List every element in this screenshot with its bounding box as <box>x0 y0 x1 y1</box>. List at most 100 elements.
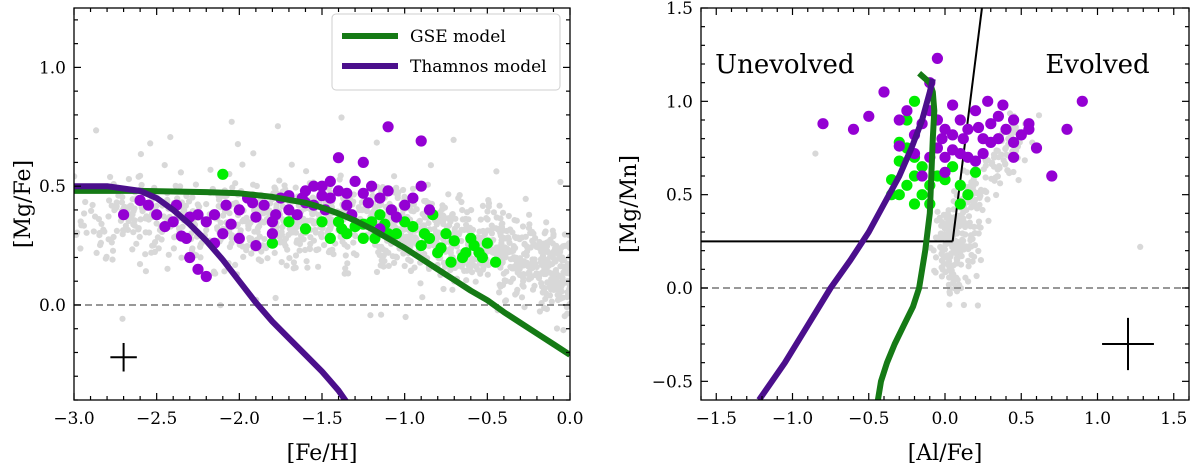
thamnos-star-point <box>382 185 394 197</box>
gse-star-point <box>962 189 974 201</box>
y-axis-title: [Mg/Fe] <box>11 160 36 248</box>
background-star-point <box>479 266 486 273</box>
background-star-point <box>385 249 392 256</box>
background-star-point <box>509 275 517 282</box>
background-star-point <box>113 199 120 206</box>
background-star-point <box>146 229 153 236</box>
background-star-point <box>521 240 528 247</box>
y-tick-label: 1.5 <box>666 0 693 19</box>
background-star-point <box>493 214 500 221</box>
thamnos-star-point <box>180 232 192 244</box>
background-star-point <box>553 325 561 332</box>
background-star-point <box>536 241 543 248</box>
x-tick-label: −3.0 <box>53 409 94 429</box>
background-star-point <box>488 222 495 229</box>
background-star-point <box>93 249 100 256</box>
background-star-point <box>543 219 550 226</box>
background-star-point <box>946 301 953 308</box>
background-star-point <box>557 178 564 186</box>
thamnos-star-point <box>847 123 860 135</box>
thamnos-star-point <box>233 232 245 244</box>
background-star-point <box>549 240 556 247</box>
thamnos-star-point <box>266 228 278 240</box>
thamnos-star-point <box>962 151 974 163</box>
background-star-point <box>401 262 408 270</box>
background-star-point <box>938 273 946 280</box>
background-star-point <box>313 246 320 254</box>
background-star-point <box>507 263 514 271</box>
background-star-point <box>450 136 457 143</box>
x-tick-label: 1.5 <box>1160 409 1187 429</box>
thamnos-star-point <box>947 99 959 111</box>
background-star-point <box>164 265 171 272</box>
background-star-point <box>101 228 108 235</box>
background-star-point <box>203 227 210 234</box>
background-star-point <box>979 206 986 214</box>
background-star-point <box>528 228 536 235</box>
background-star-point <box>977 257 985 264</box>
region-label-evolved: Evolved <box>1045 50 1149 80</box>
background-star-point <box>526 221 533 228</box>
background-star-point <box>111 207 118 214</box>
background-star-point <box>439 212 446 219</box>
background-star-point <box>131 222 138 229</box>
background-star-point <box>496 281 503 288</box>
background-star-point <box>483 215 490 222</box>
thamnos-star-point <box>1000 123 1012 135</box>
background-star-point <box>394 194 401 202</box>
background-star-point <box>137 216 144 223</box>
background-star-point <box>526 261 533 268</box>
background-star-point <box>451 228 458 235</box>
background-star-point <box>113 227 120 234</box>
y-axis-title: [Mg/Mn] <box>617 155 642 253</box>
background-star-point <box>74 173 78 180</box>
gse-model-line <box>74 187 570 358</box>
background-star-point <box>495 244 502 251</box>
thamnos-star-point <box>233 204 245 216</box>
background-star-point <box>256 233 263 240</box>
background-star-point <box>437 217 444 224</box>
gse-star-point <box>969 166 982 178</box>
gse-star-point <box>407 221 419 233</box>
region-label-unevolved: Unevolved <box>715 50 854 80</box>
y-tick-labels: −0.5 0.0 0.5 1.0 1.5 <box>652 0 693 392</box>
y-tick-label: −0.5 <box>652 372 693 392</box>
error-bar <box>1102 317 1154 371</box>
background-star-point <box>338 114 345 121</box>
background-star-point <box>522 195 529 202</box>
background-star-point <box>565 232 570 239</box>
background-star-point <box>989 159 996 166</box>
thamnos-star-point <box>316 180 328 192</box>
background-star-point <box>105 213 112 220</box>
thamnos-star-point <box>283 204 295 216</box>
thamnos-star-point <box>220 199 232 211</box>
thamnos-star-point <box>200 216 212 228</box>
background-star-point <box>529 286 537 293</box>
background-star-point <box>543 239 550 247</box>
background-star-point <box>932 254 940 261</box>
background-star-point <box>957 240 964 247</box>
model-lines <box>74 183 570 400</box>
background-star-point <box>292 229 300 236</box>
background-star-point <box>445 191 452 198</box>
background-star-point <box>81 210 88 217</box>
gse-star-point <box>415 240 427 252</box>
background-star-point <box>1035 112 1043 119</box>
background-star-point <box>165 251 172 258</box>
background-star-point <box>106 197 113 204</box>
background-star-point <box>181 207 188 214</box>
thamnos-star-point <box>954 114 966 126</box>
background-star-point <box>977 186 985 193</box>
background-star-point <box>984 196 991 203</box>
background-star-point <box>943 225 950 232</box>
x-tick-label: −1.0 <box>384 409 425 429</box>
background-star-point <box>541 230 548 237</box>
background-star-point <box>150 242 157 249</box>
background-star-point <box>965 263 972 270</box>
background-star-point <box>497 229 504 237</box>
model-lines <box>756 71 938 400</box>
background-star-point <box>975 218 983 225</box>
background-star-point <box>80 222 87 229</box>
background-star-point <box>553 270 560 277</box>
